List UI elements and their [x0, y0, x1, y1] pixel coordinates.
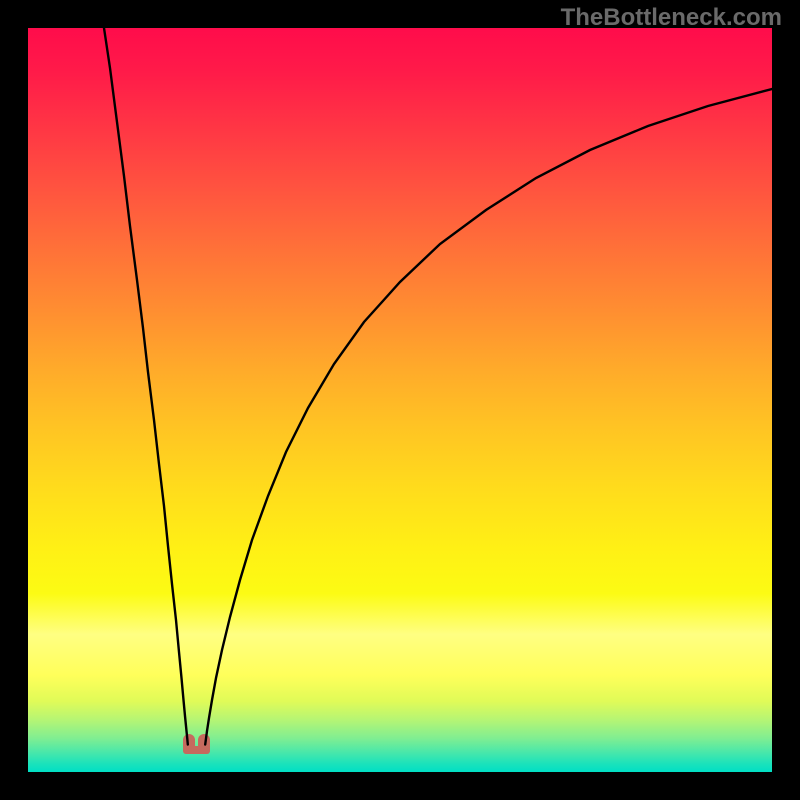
curve-left-branch [104, 28, 188, 745]
bottleneck-curve-svg [28, 28, 772, 772]
curve-right-branch [205, 89, 772, 745]
watermark-text: TheBottleneck.com [561, 4, 782, 32]
chart-plot-area [28, 28, 772, 772]
